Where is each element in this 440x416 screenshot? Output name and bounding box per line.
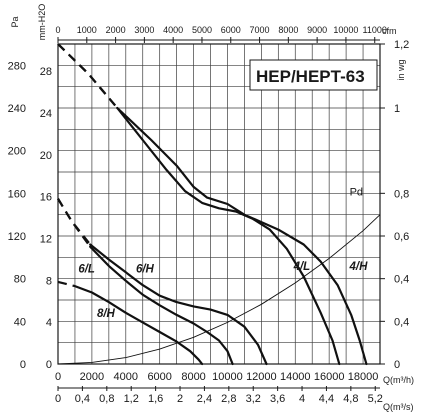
x-tick-m3s: 1,6 bbox=[148, 393, 163, 405]
x-tick-m3s: 0,8 bbox=[99, 393, 114, 405]
x-tick-cfm: 4000 bbox=[163, 25, 183, 35]
x-tick-cfm: 8000 bbox=[278, 25, 298, 35]
x-tick-cfm: 5000 bbox=[192, 25, 212, 35]
x-axis-label-cfm: cfm bbox=[382, 26, 397, 36]
y-tick-inwg: 0,4 bbox=[394, 316, 409, 328]
curve-8-h bbox=[73, 285, 204, 366]
x-tick-cfm: 7000 bbox=[250, 25, 270, 35]
y-tick-inwg: 1 bbox=[394, 103, 400, 115]
curve-6-h bbox=[89, 243, 268, 366]
y-tick-pa: 160 bbox=[8, 188, 26, 200]
curve-4-h bbox=[116, 106, 368, 366]
x-tick-cfm: 6000 bbox=[221, 25, 241, 35]
y-tick-inwg: 0 bbox=[394, 359, 400, 371]
x-tick-m3s: 0,4 bbox=[75, 393, 90, 405]
series-label-4-l: 4/L bbox=[293, 261, 311, 273]
x-tick-m3h: 12000 bbox=[246, 371, 277, 383]
curve-pd bbox=[57, 214, 381, 365]
y-tick-mm: 16 bbox=[40, 192, 52, 204]
axes: 04080120160200240280048121620242800,40,4… bbox=[8, 25, 410, 405]
title-box bbox=[249, 59, 378, 91]
y-axis-label-mm: mm-H2O bbox=[37, 4, 47, 41]
x-tick-m3h: 10000 bbox=[212, 371, 243, 383]
curve-4-l-unstable bbox=[57, 43, 119, 109]
y-tick-pa: 240 bbox=[8, 103, 26, 115]
y-axis-label-inwg: in wg bbox=[396, 59, 406, 80]
y-tick-pa: 120 bbox=[8, 231, 26, 243]
x-tick-m3h: 0 bbox=[55, 371, 61, 383]
x-tick-m3h: 2000 bbox=[80, 371, 104, 383]
y-tick-inwg: 0,8 bbox=[394, 188, 409, 200]
x-tick-cfm: 9000 bbox=[307, 25, 327, 35]
y-tick-mm: 28 bbox=[40, 66, 52, 78]
x-tick-m3h: 14000 bbox=[280, 371, 311, 383]
x-axis-label-m3s: Q(m³/s) bbox=[383, 402, 414, 412]
x-tick-m3s: 1,2 bbox=[124, 393, 139, 405]
y-tick-inwg: 0,4 bbox=[394, 274, 409, 286]
x-tick-m3s: 5,2 bbox=[368, 393, 383, 405]
series-label-pd: Pd bbox=[350, 186, 363, 198]
curve-6-h-unstable bbox=[57, 198, 92, 246]
x-tick-cfm: 1000 bbox=[77, 25, 97, 35]
y-tick-inwg: 0,6 bbox=[394, 231, 409, 243]
x-tick-m3h: 18000 bbox=[348, 371, 379, 383]
y-tick-pa: 0 bbox=[20, 359, 26, 371]
x-tick-m3s: 0 bbox=[55, 393, 61, 405]
x-tick-cfm: 3000 bbox=[134, 25, 154, 35]
y-tick-mm: 12 bbox=[40, 234, 52, 246]
y-tick-mm: 4 bbox=[46, 317, 52, 329]
series-label-8-h: 8/H bbox=[97, 308, 116, 320]
plot-frame bbox=[57, 43, 381, 365]
y-tick-inwg: 1,2 bbox=[394, 39, 409, 51]
x-tick-m3s: 4,4 bbox=[319, 393, 334, 405]
x-tick-m3s: 4,8 bbox=[343, 393, 358, 405]
y-tick-mm: 0 bbox=[46, 359, 52, 371]
x-tick-m3h: 16000 bbox=[314, 371, 345, 383]
x-tick-cfm: 10000 bbox=[333, 25, 358, 35]
x-tick-m3s: 2,8 bbox=[221, 393, 236, 405]
y-tick-mm: 24 bbox=[40, 108, 52, 120]
x-tick-cfm: 11000 bbox=[363, 25, 387, 35]
y-tick-mm: 20 bbox=[40, 150, 52, 162]
x-tick-m3s: 3,6 bbox=[270, 393, 285, 405]
x-tick-m3h: 6000 bbox=[147, 371, 171, 383]
chart-title: HEP/HEPT-63 bbox=[256, 67, 365, 86]
curves: 4/L 4/H 6/L 6/H 8/H Pd bbox=[57, 43, 381, 366]
x-tick-m3h: 8000 bbox=[181, 371, 205, 383]
curve-8-h-unstable bbox=[57, 280, 76, 288]
y-axis-label-pa: Pa bbox=[10, 16, 20, 27]
x-tick-m3s: 3,2 bbox=[246, 393, 261, 405]
series-label-6-l: 6/L bbox=[78, 263, 95, 275]
curve-4-h-unstable bbox=[57, 43, 119, 109]
x-tick-m3s: 4 bbox=[299, 393, 305, 405]
x-tick-m3h: 4000 bbox=[114, 371, 138, 383]
x-tick-m3s: 2 bbox=[177, 393, 183, 405]
y-tick-pa: 200 bbox=[8, 146, 26, 158]
y-tick-pa: 80 bbox=[14, 274, 26, 286]
x-axis-label-m3h: Q(m³/h) bbox=[383, 375, 414, 385]
series-label-4-h: 4/H bbox=[348, 261, 368, 273]
x-tick-cfm: 2000 bbox=[106, 25, 126, 35]
y-tick-pa: 280 bbox=[8, 60, 26, 72]
y-tick-mm: 8 bbox=[46, 275, 52, 287]
series-label-6-h: 6/H bbox=[136, 263, 155, 275]
x-tick-cfm: 0 bbox=[55, 25, 60, 35]
grid bbox=[58, 44, 380, 364]
y-tick-pa: 40 bbox=[14, 316, 26, 328]
curve-6-l bbox=[89, 245, 234, 366]
x-tick-m3s: 2,4 bbox=[197, 393, 212, 405]
